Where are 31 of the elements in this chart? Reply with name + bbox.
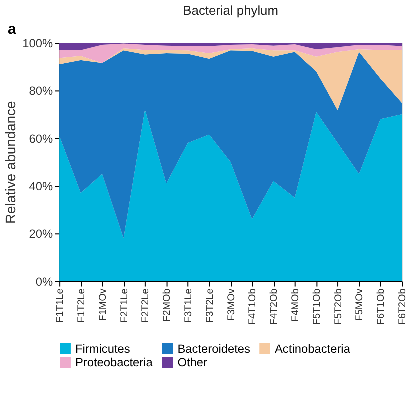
legend-label: Other	[178, 356, 208, 370]
chart-title: Bacterial phylum	[183, 3, 278, 18]
x-tick-label: F4T1Ob	[248, 288, 259, 326]
legend-label: Proteobacteria	[75, 356, 154, 370]
text: a	[8, 22, 17, 38]
y-tick-label: 40%	[29, 179, 54, 194]
x-tick-label: F2T1Le	[119, 288, 130, 323]
x-tick-label: F2T2Le	[140, 288, 152, 323]
legend-label: Bacteroidetes	[178, 342, 251, 356]
x-tick-label: F3T1Le	[183, 288, 194, 323]
x-tick-label: F3T2Le	[204, 288, 216, 323]
x-tick-label: F1MOv	[98, 288, 109, 322]
legend-label: Actinobacteria	[274, 342, 351, 356]
legend-label: Firmicutes	[75, 342, 130, 356]
x-tick-label: F4T2Ob	[269, 288, 280, 326]
y-tick-label: 60%	[29, 132, 54, 146]
x-tick-label: F6T2Ob	[398, 288, 409, 326]
x-tick-label: F1T1Le	[55, 288, 66, 323]
x-tick-label: F2MOb	[162, 288, 174, 322]
x-tick-label: F1T2Le	[76, 288, 88, 323]
y-axis-title: Relative abundance	[2, 101, 19, 224]
y-tick-label: 100%	[22, 36, 54, 51]
y-tick-label: 80%	[29, 84, 54, 98]
x-tick-label: F3MOv	[226, 288, 238, 322]
x-tick-label: F5T2Ob	[333, 288, 344, 326]
y-tick-label: 0%	[36, 274, 54, 289]
y-tick-label: 20%	[29, 227, 54, 242]
x-tick-label: F6T1Ob	[376, 288, 388, 326]
x-tick-label: F5MOv	[354, 288, 366, 322]
x-tick-label: F4MOb	[290, 288, 302, 322]
x-tick-label: F5T1Ob	[312, 288, 323, 326]
